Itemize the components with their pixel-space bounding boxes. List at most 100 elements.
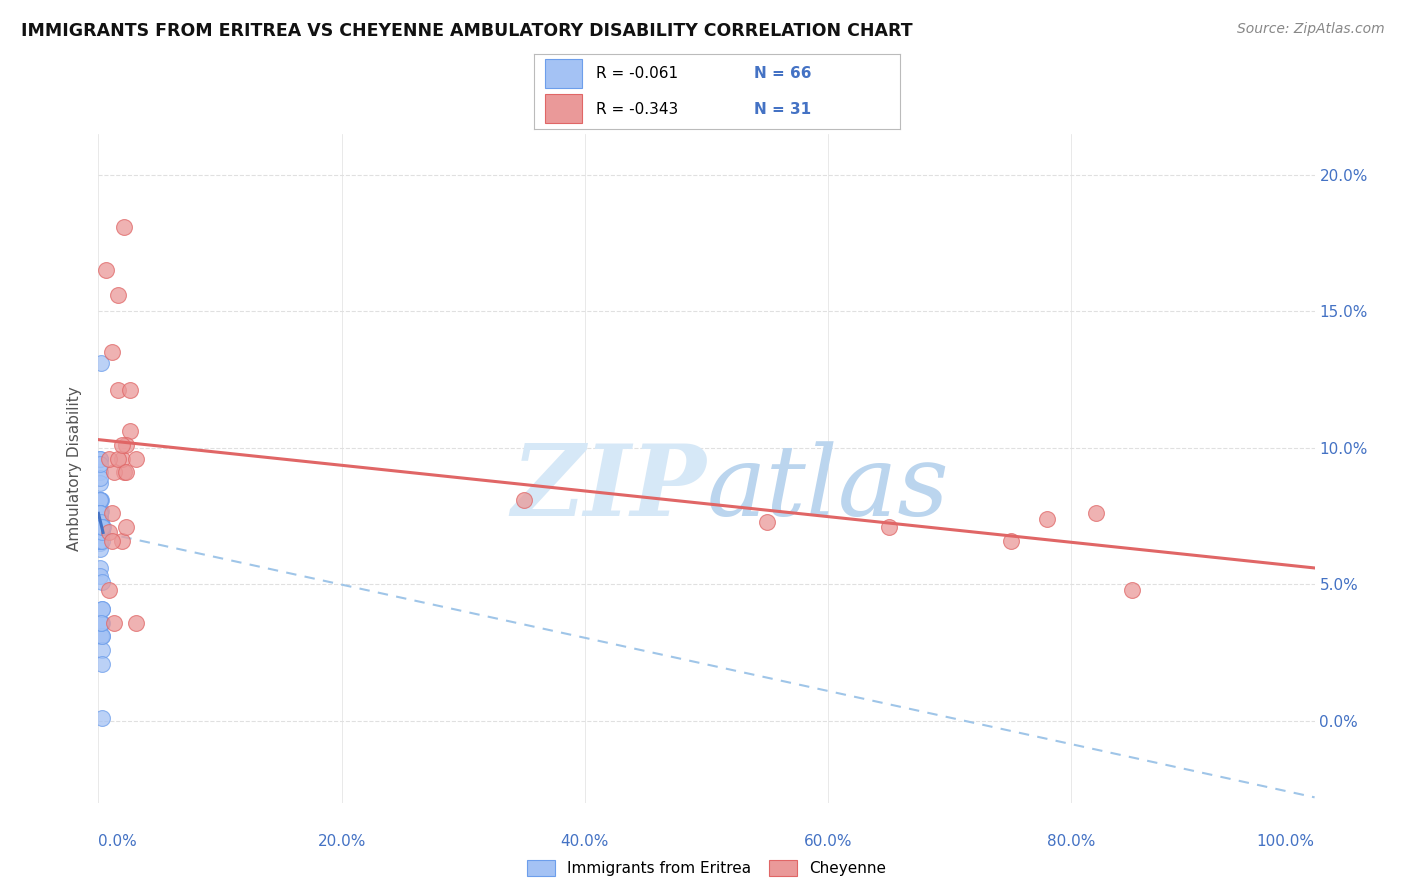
Point bbox=[91, 711, 114, 725]
Point bbox=[89, 533, 111, 548]
Point bbox=[89, 492, 111, 507]
Point bbox=[513, 492, 536, 507]
Point bbox=[107, 451, 129, 466]
Bar bbox=[546, 95, 582, 123]
Point bbox=[91, 520, 114, 534]
Point bbox=[1121, 582, 1143, 597]
Point bbox=[89, 525, 111, 540]
Point bbox=[101, 345, 124, 359]
Point bbox=[89, 507, 111, 521]
Text: N = 66: N = 66 bbox=[754, 66, 811, 81]
Point bbox=[98, 582, 121, 597]
Point bbox=[89, 520, 111, 534]
Bar bbox=[546, 59, 582, 87]
Text: 60.0%: 60.0% bbox=[804, 834, 852, 849]
Point bbox=[89, 525, 111, 540]
Point bbox=[1084, 507, 1107, 521]
Text: IMMIGRANTS FROM ERITREA VS CHEYENNE AMBULATORY DISABILITY CORRELATION CHART: IMMIGRANTS FROM ERITREA VS CHEYENNE AMBU… bbox=[21, 22, 912, 40]
Point bbox=[89, 525, 111, 540]
Point bbox=[91, 602, 114, 616]
Point bbox=[90, 492, 112, 507]
Point bbox=[115, 438, 138, 452]
Point bbox=[89, 569, 111, 583]
Text: R = -0.343: R = -0.343 bbox=[596, 102, 679, 117]
Text: 100.0%: 100.0% bbox=[1257, 834, 1315, 849]
Point bbox=[101, 507, 124, 521]
Y-axis label: Ambulatory Disability: Ambulatory Disability bbox=[67, 386, 83, 550]
Point bbox=[1036, 512, 1059, 526]
Point bbox=[89, 512, 111, 526]
Point bbox=[877, 520, 900, 534]
Text: ZIP: ZIP bbox=[512, 440, 707, 537]
Point bbox=[89, 520, 111, 534]
Point bbox=[89, 520, 111, 534]
Point bbox=[91, 533, 114, 548]
Point bbox=[103, 615, 125, 630]
Point bbox=[112, 466, 135, 480]
Text: Source: ZipAtlas.com: Source: ZipAtlas.com bbox=[1237, 22, 1385, 37]
Point bbox=[90, 657, 112, 671]
Point bbox=[103, 466, 125, 480]
Text: N = 31: N = 31 bbox=[754, 102, 811, 117]
Point bbox=[90, 525, 112, 540]
Point bbox=[89, 515, 111, 529]
Point bbox=[89, 520, 111, 534]
Point bbox=[125, 615, 148, 630]
Point bbox=[89, 507, 111, 521]
Point bbox=[115, 466, 138, 480]
Point bbox=[89, 528, 111, 542]
Point bbox=[89, 533, 111, 548]
Legend: Immigrants from Eritrea, Cheyenne: Immigrants from Eritrea, Cheyenne bbox=[522, 854, 891, 882]
Point bbox=[89, 533, 111, 548]
Text: atlas: atlas bbox=[707, 441, 949, 536]
Point bbox=[94, 263, 117, 277]
Point bbox=[89, 533, 111, 548]
Point bbox=[101, 533, 124, 548]
Point bbox=[110, 438, 132, 452]
Point bbox=[110, 451, 132, 466]
Point bbox=[98, 525, 121, 540]
Point bbox=[89, 507, 111, 521]
Point bbox=[91, 629, 114, 643]
Point bbox=[89, 457, 111, 471]
Point bbox=[89, 515, 111, 529]
Point bbox=[89, 471, 111, 485]
Point bbox=[89, 525, 111, 540]
Point bbox=[115, 520, 138, 534]
Point bbox=[107, 384, 129, 398]
Point bbox=[110, 533, 132, 548]
Point bbox=[89, 520, 111, 534]
Point bbox=[90, 356, 112, 370]
Point bbox=[89, 517, 111, 532]
Point bbox=[89, 525, 111, 540]
Point bbox=[89, 517, 111, 532]
Point bbox=[90, 615, 112, 630]
Point bbox=[91, 643, 114, 657]
Point bbox=[89, 520, 111, 534]
Point bbox=[89, 509, 111, 524]
Point bbox=[90, 615, 112, 630]
Point bbox=[89, 451, 111, 466]
Point bbox=[756, 515, 779, 529]
Text: 20.0%: 20.0% bbox=[318, 834, 366, 849]
Point bbox=[89, 466, 111, 480]
Point bbox=[89, 561, 111, 575]
Point bbox=[89, 533, 111, 548]
Point bbox=[89, 515, 111, 529]
Point bbox=[90, 515, 112, 529]
Point bbox=[112, 219, 135, 234]
Point bbox=[89, 451, 111, 466]
Point bbox=[125, 451, 148, 466]
Point bbox=[89, 520, 111, 534]
Text: 0.0%: 0.0% bbox=[98, 834, 138, 849]
Point bbox=[90, 503, 112, 517]
Text: 40.0%: 40.0% bbox=[561, 834, 609, 849]
Point bbox=[1000, 533, 1022, 548]
Point bbox=[91, 615, 114, 630]
Point bbox=[89, 492, 111, 507]
Point bbox=[118, 384, 141, 398]
Point bbox=[89, 515, 111, 529]
Point bbox=[89, 507, 111, 521]
Point bbox=[118, 425, 141, 439]
Point bbox=[89, 533, 111, 548]
